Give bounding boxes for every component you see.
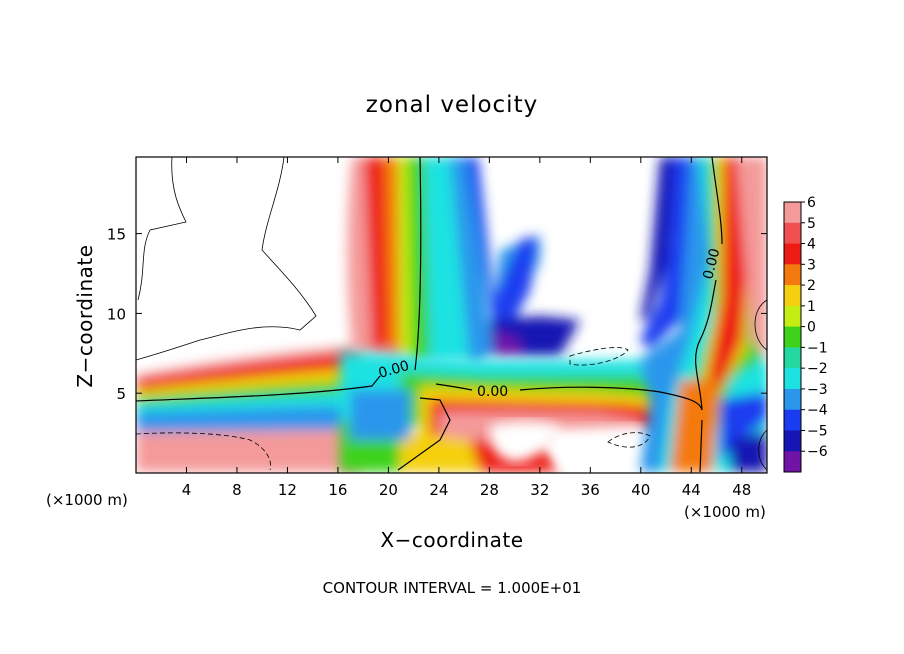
colorbar-swatch xyxy=(784,243,801,265)
colorbar-swatch xyxy=(784,326,801,348)
colorbar-label: −6 xyxy=(807,444,828,460)
y-tick-label: 15 xyxy=(107,226,126,244)
x-tick-label: 48 xyxy=(732,481,751,499)
colorbar-swatch xyxy=(784,285,801,307)
plot-frame xyxy=(135,156,768,474)
x-unit-left: (×1000 m) xyxy=(46,491,128,509)
x-tick-label: 8 xyxy=(232,481,242,499)
x-tick-label: 24 xyxy=(429,481,448,499)
colorbar-swatch xyxy=(784,388,801,411)
x-tick-label: 16 xyxy=(328,481,347,499)
x-axis: 4 8 12 16 20 24 28 32 36 40 44 48 xyxy=(182,157,751,499)
colorbar-frame xyxy=(783,201,802,473)
thin-contour-right xyxy=(754,299,767,471)
contour-label: 0.00 xyxy=(477,384,508,400)
right-column xyxy=(640,157,767,472)
zero-contour-right xyxy=(695,157,723,411)
contour-lines xyxy=(136,157,767,473)
chart-title: zonal velocity xyxy=(366,92,538,118)
x-tick-label: 4 xyxy=(182,481,192,499)
colorbar-label: −2 xyxy=(807,361,828,377)
x-tick-label: 12 xyxy=(278,481,297,499)
x-tick-label: 44 xyxy=(682,481,701,499)
colorbar-swatch xyxy=(784,305,801,328)
y-tick-label: 5 xyxy=(116,385,126,403)
thin-contour-upper-left xyxy=(136,157,317,361)
colorbar-label: −4 xyxy=(807,403,828,419)
colorbar-swatch xyxy=(784,368,801,390)
zero-contour-lower xyxy=(397,397,703,473)
zero-contour-mid xyxy=(435,383,703,411)
velocity-field: 0.00 0.00 0.00 xyxy=(136,157,767,473)
colorbar-swatch xyxy=(784,202,801,224)
colorbar-label: 3 xyxy=(807,257,816,273)
thin-contour-lower xyxy=(136,347,651,471)
zero-contour-left xyxy=(136,375,381,402)
colorbar-label: 5 xyxy=(807,216,816,232)
colorbar-swatch xyxy=(784,264,801,286)
contour-label: 0.00 xyxy=(700,247,723,281)
x-tick-label: 40 xyxy=(631,481,650,499)
x-tick-label: 32 xyxy=(530,481,549,499)
low-level-jet xyxy=(136,346,362,472)
colorbar-label: 2 xyxy=(807,278,816,294)
colorbar-label: 4 xyxy=(807,237,816,253)
zero-contour-left-upper xyxy=(414,157,422,371)
colorbar-label: 1 xyxy=(807,299,816,315)
colorbar-label: 0 xyxy=(807,320,816,336)
y-axis: 5 10 15 xyxy=(107,226,767,403)
colorbar-swatch xyxy=(784,222,801,245)
x-unit-right: (×1000 m) xyxy=(684,503,766,521)
x-tick-label: 20 xyxy=(379,481,398,499)
colorbar-label: −1 xyxy=(807,340,828,356)
plot-area: 0.00 0.00 0.00 xyxy=(135,156,768,474)
colorbar-swatch xyxy=(784,451,801,473)
y-tick-label: 10 xyxy=(107,305,126,323)
colorbar-label: −5 xyxy=(807,423,828,439)
x-tick-label: 36 xyxy=(581,481,600,499)
contour-interval-note: CONTOUR INTERVAL = 1.000E+01 xyxy=(323,579,582,597)
colorbar-swatch xyxy=(784,347,801,369)
colorbar: 6 5 4 3 2 1 0 −1 −2 −3 −4 −5 −6 xyxy=(783,195,828,473)
calm-regions xyxy=(489,421,656,472)
colorbar-swatch xyxy=(784,409,801,431)
colorbar-label: −3 xyxy=(807,382,828,398)
y-axis-title: Z−coordinate xyxy=(73,244,97,387)
x-tick-label: 28 xyxy=(480,481,499,499)
colorbar-swatch xyxy=(784,430,801,452)
x-axis-title: X−coordinate xyxy=(380,528,523,552)
colorbar-label: 6 xyxy=(807,195,816,211)
